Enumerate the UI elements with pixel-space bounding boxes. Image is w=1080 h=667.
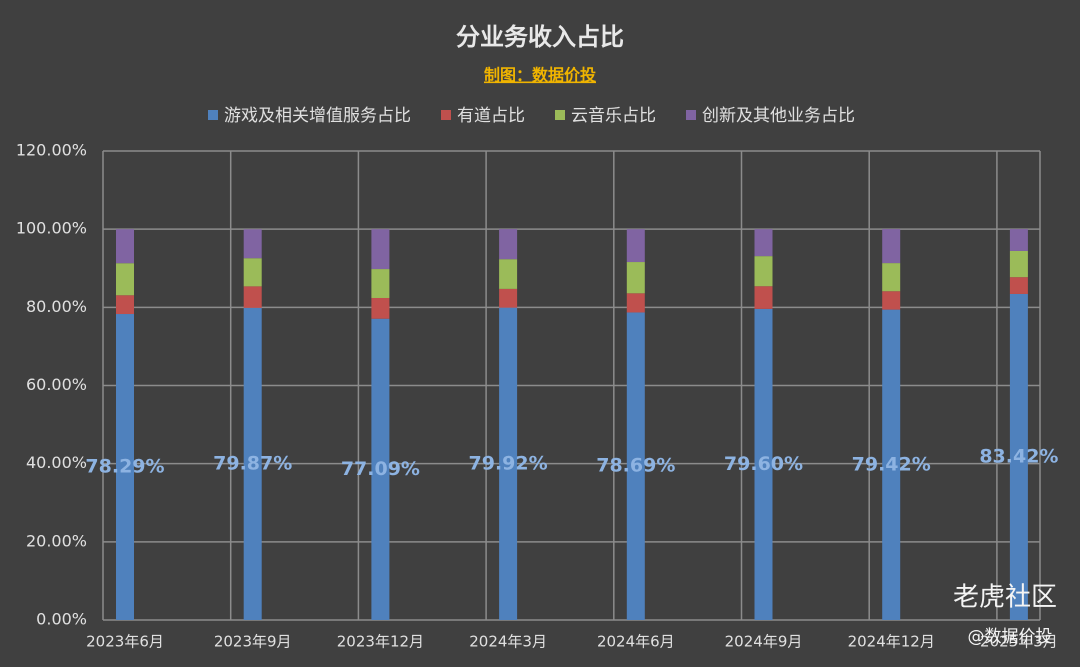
bar-segment: [626, 229, 645, 263]
bar-segment: [882, 229, 901, 264]
chart-title: 分业务收入占比: [456, 23, 624, 51]
legend-label: 创新及其他业务占比: [702, 106, 855, 126]
legend-label: 有道占比: [457, 106, 525, 126]
y-tick-label: 40.00%: [26, 453, 87, 472]
bar-segment: [626, 262, 645, 294]
bar-segment: [499, 307, 518, 620]
data-label: 79.60%: [724, 453, 803, 475]
data-label: 83.42%: [979, 445, 1058, 467]
bar-segment: [243, 229, 262, 259]
bar-segment: [882, 263, 901, 292]
data-label: 77.09%: [341, 458, 420, 480]
bar-segment: [754, 308, 773, 620]
data-label: 79.87%: [213, 452, 292, 474]
data-label: 79.92%: [469, 452, 548, 474]
watermark-author: @数据价投: [968, 627, 1053, 647]
chart-subtitle: 制图：数据价投: [484, 66, 596, 85]
bar-segment: [626, 312, 645, 620]
bar-segment: [882, 291, 901, 310]
bar-segment: [499, 259, 518, 289]
bar-segment: [371, 229, 390, 270]
bar-segment: [499, 288, 518, 308]
bar-segment: [882, 309, 901, 620]
bar-segment: [754, 229, 773, 257]
bar-segment: [116, 229, 134, 264]
bar-segment: [116, 314, 134, 620]
data-label: 78.69%: [596, 455, 675, 477]
x-tick-label: 2025年3月: [980, 633, 1058, 651]
legend-label: 游戏及相关增值服务占比: [224, 106, 411, 126]
x-tick-label: 2023年6月: [86, 633, 164, 651]
bar-segment: [626, 293, 645, 313]
legend-swatch: [686, 110, 696, 120]
legend-swatch: [441, 110, 451, 120]
bar-segment: [1009, 229, 1028, 251]
watermark: 老虎社区: [953, 583, 1057, 613]
legend-swatch: [555, 110, 565, 120]
y-tick-label: 120.00%: [16, 141, 87, 160]
bar-segment: [754, 286, 773, 309]
bar-segment: [243, 307, 262, 620]
bar-segment: [243, 286, 262, 308]
y-tick-label: 60.00%: [26, 375, 87, 394]
x-tick-label: 2024年3月: [469, 633, 547, 651]
x-tick-label: 2024年6月: [597, 633, 675, 651]
x-tick-label: 2024年9月: [725, 633, 803, 651]
bar-segment: [371, 318, 390, 620]
bar-segment: [243, 258, 262, 287]
bar-segment: [371, 269, 390, 298]
bar-segment: [116, 295, 134, 315]
legend-swatch: [208, 110, 218, 120]
bar-segment: [1009, 293, 1028, 620]
y-tick-label: 0.00%: [36, 610, 87, 629]
data-label: 78.29%: [85, 456, 164, 478]
bar-segment: [754, 256, 773, 287]
y-tick-label: 20.00%: [26, 531, 87, 550]
bar-segment: [499, 229, 518, 260]
x-tick-label: 2023年12月: [337, 633, 424, 651]
bar-segment: [371, 297, 390, 319]
x-tick-label: 2024年12月: [848, 633, 935, 651]
x-tick-label: 2023年9月: [214, 633, 292, 651]
bar-segment: [116, 263, 134, 296]
data-label: 79.42%: [852, 453, 931, 475]
y-tick-label: 100.00%: [16, 219, 87, 238]
legend-label: 云音乐占比: [571, 106, 656, 126]
bar-segment: [1009, 250, 1028, 278]
y-tick-label: 80.00%: [26, 297, 87, 316]
bar-segment: [1009, 277, 1028, 294]
